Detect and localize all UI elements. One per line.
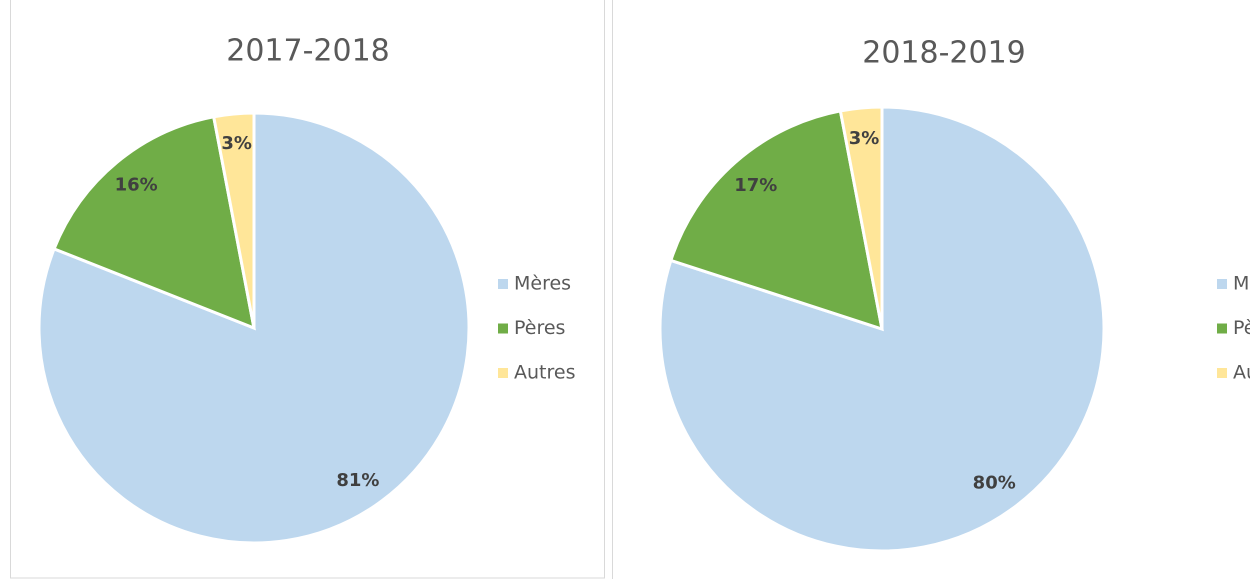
legend-label: Mères xyxy=(514,273,571,295)
chart-title: 2017-2018 xyxy=(226,34,390,69)
legend-label: Pères xyxy=(1233,317,1250,339)
legend-label: Autres xyxy=(514,362,575,384)
legend-swatch xyxy=(498,323,508,334)
data-label: 17% xyxy=(734,175,777,196)
legend-swatch xyxy=(498,368,508,378)
legend-label: Pères xyxy=(514,317,565,339)
legend-swatch xyxy=(498,279,508,289)
panel-frame xyxy=(10,0,605,579)
data-label: 3% xyxy=(221,133,252,154)
pie-slice xyxy=(668,109,884,332)
data-label: 81% xyxy=(336,470,379,491)
chart-title: 2018-2019 xyxy=(862,36,1026,71)
data-label: 16% xyxy=(115,175,158,196)
data-label: 3% xyxy=(849,128,880,149)
legend-swatch xyxy=(1217,368,1227,378)
legend-label: Mères xyxy=(1233,273,1250,295)
data-label: 80% xyxy=(973,472,1016,493)
pie-slice xyxy=(52,115,256,331)
pie-slice xyxy=(211,111,256,329)
legend-label: Autres xyxy=(1233,362,1250,384)
legend-swatch xyxy=(1217,323,1227,334)
pie-slice xyxy=(838,105,884,330)
legend-swatch xyxy=(1217,279,1227,289)
